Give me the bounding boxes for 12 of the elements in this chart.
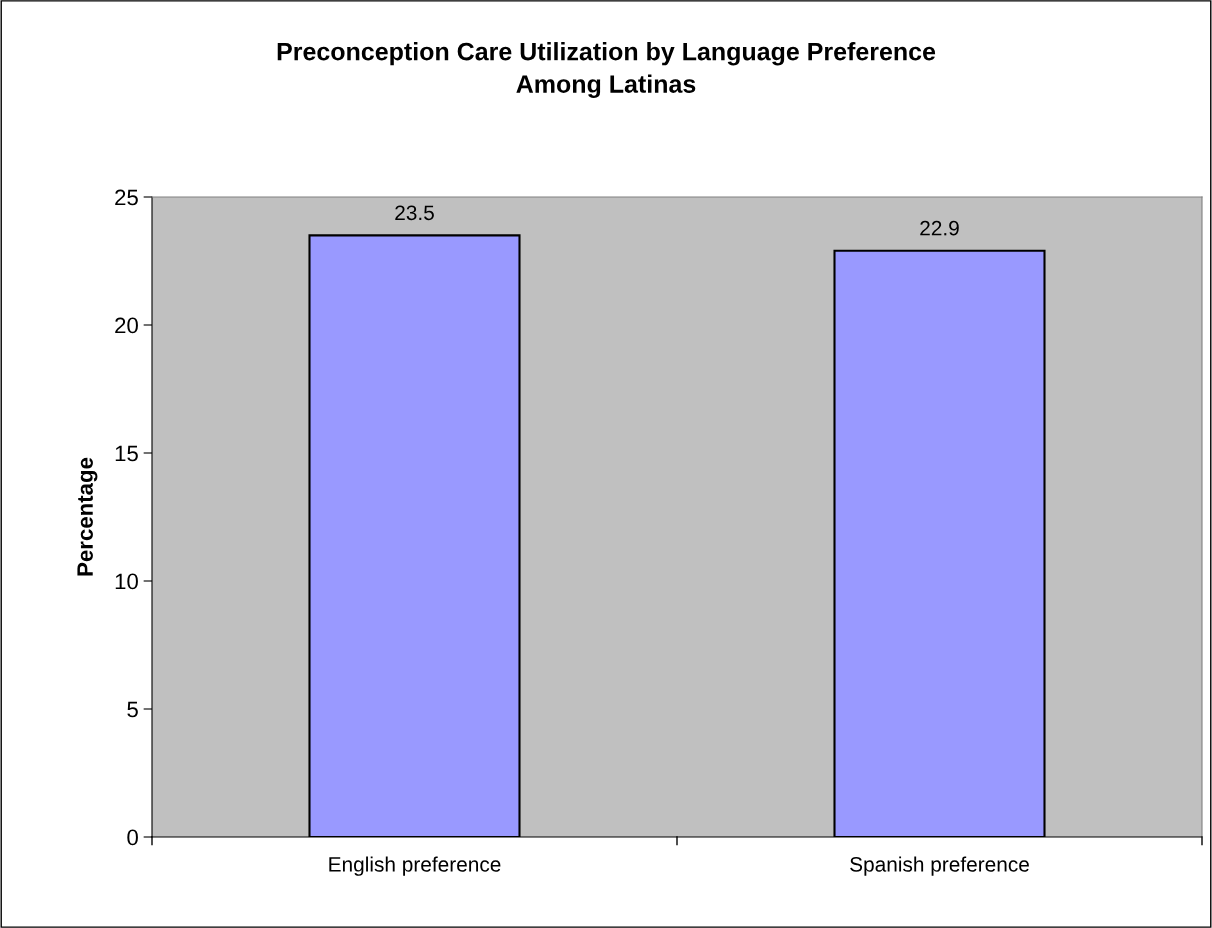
x-tick-label: Spanish preference	[850, 856, 1029, 876]
y-tick-label: 15	[115, 445, 138, 462]
y-tick-label: 10	[115, 573, 138, 590]
y-tick-label: 20	[115, 317, 138, 334]
data-label: 22.9	[920, 220, 959, 236]
y-tick-label: 25	[115, 189, 138, 206]
y-axis-title: Percentage	[77, 457, 98, 576]
y-tick-label: 0	[127, 829, 138, 846]
chart-title: Preconception Care Utilization by Language Preference Among Latinas	[277, 42, 936, 98]
y-tick-label: 5	[127, 701, 138, 718]
data-label: 23.5	[395, 205, 434, 221]
x-tick-label: English preference	[329, 856, 501, 876]
